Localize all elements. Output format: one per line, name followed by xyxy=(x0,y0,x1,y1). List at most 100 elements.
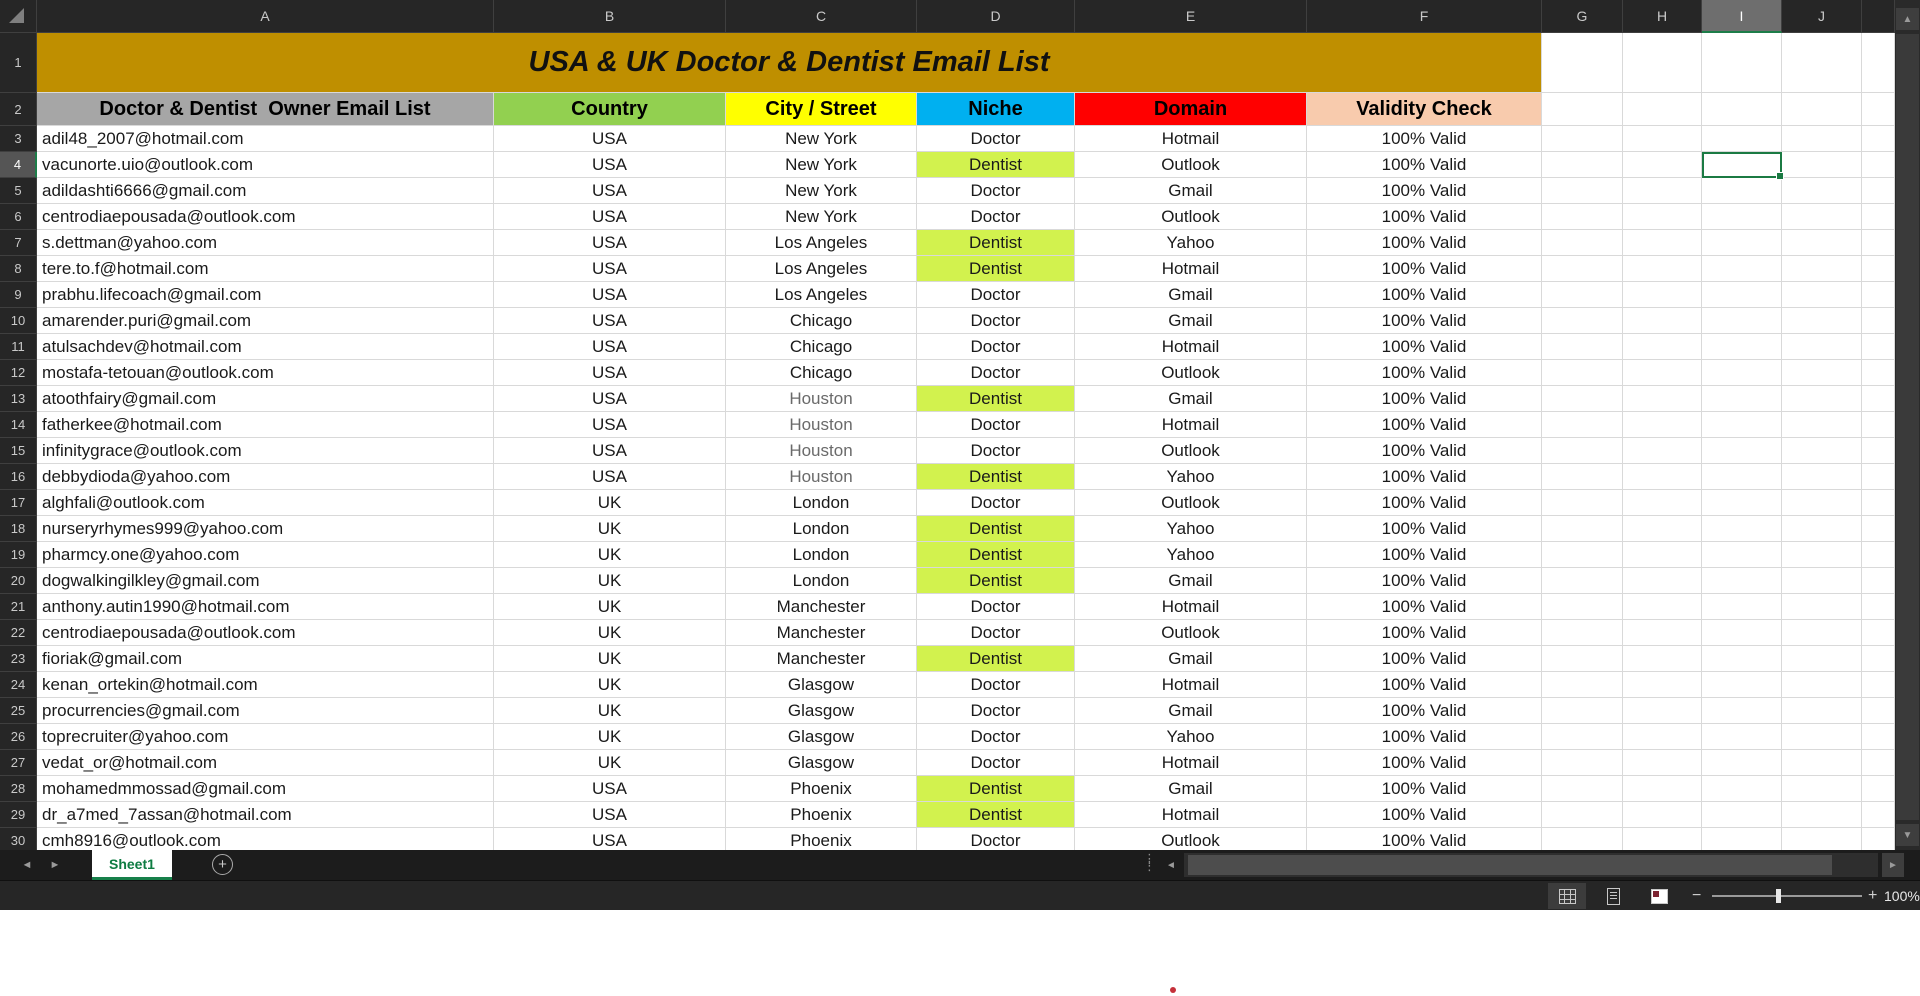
row-header-6[interactable]: 6 xyxy=(0,204,37,230)
validity-cell[interactable]: 100% Valid xyxy=(1307,230,1542,256)
row15-empty-cell[interactable] xyxy=(1542,438,1623,464)
validity-cell[interactable]: 100% Valid xyxy=(1307,256,1542,282)
domain-cell[interactable]: Outlook xyxy=(1075,152,1307,178)
scroll-right-icon[interactable]: ► xyxy=(1882,853,1904,877)
city-cell[interactable]: Houston xyxy=(726,438,917,464)
row19-empty-cell[interactable] xyxy=(1623,542,1702,568)
country-cell[interactable]: UK xyxy=(494,542,726,568)
domain-cell[interactable]: Gmail xyxy=(1075,178,1307,204)
country-cell[interactable]: UK xyxy=(494,698,726,724)
country-cell[interactable]: UK xyxy=(494,672,726,698)
row10-empty-cell[interactable] xyxy=(1623,308,1702,334)
row1-empty-cell[interactable] xyxy=(1623,33,1702,93)
row29-empty-cell[interactable] xyxy=(1782,802,1862,828)
row14-empty-cell[interactable] xyxy=(1623,412,1702,438)
row6-empty-cell[interactable] xyxy=(1862,204,1895,230)
column-header-i[interactable]: I xyxy=(1702,0,1782,33)
validity-cell[interactable]: 100% Valid xyxy=(1307,308,1542,334)
row17-empty-cell[interactable] xyxy=(1862,490,1895,516)
city-cell[interactable]: Glasgow xyxy=(726,750,917,776)
city-cell[interactable]: Chicago xyxy=(726,308,917,334)
row12-empty-cell[interactable] xyxy=(1623,360,1702,386)
domain-cell[interactable]: Hotmail xyxy=(1075,802,1307,828)
row25-empty-cell[interactable] xyxy=(1623,698,1702,724)
row30-empty-cell[interactable] xyxy=(1862,828,1895,850)
row21-empty-cell[interactable] xyxy=(1623,594,1702,620)
row5-empty-cell[interactable] xyxy=(1623,178,1702,204)
row3-empty-cell[interactable] xyxy=(1623,126,1702,152)
row24-empty-cell[interactable] xyxy=(1623,672,1702,698)
row5-empty-cell[interactable] xyxy=(1542,178,1623,204)
row19-empty-cell[interactable] xyxy=(1862,542,1895,568)
row1-empty-cell[interactable] xyxy=(1542,33,1623,93)
select-all-corner[interactable] xyxy=(0,0,37,33)
row-header-17[interactable]: 17 xyxy=(0,490,37,516)
column-header-d[interactable]: D xyxy=(917,0,1075,33)
row23-empty-cell[interactable] xyxy=(1862,646,1895,672)
row16-empty-cell[interactable] xyxy=(1702,464,1782,490)
validity-cell[interactable]: 100% Valid xyxy=(1307,490,1542,516)
row7-empty-cell[interactable] xyxy=(1782,230,1862,256)
city-cell[interactable]: Houston xyxy=(726,464,917,490)
row-header-5[interactable]: 5 xyxy=(0,178,37,204)
row-header-8[interactable]: 8 xyxy=(0,256,37,282)
header-cell-3[interactable]: City / Street xyxy=(726,93,917,126)
row2-empty-cell[interactable] xyxy=(1862,93,1895,126)
email-cell[interactable]: kenan_ortekin@hotmail.com xyxy=(37,672,494,698)
row9-empty-cell[interactable] xyxy=(1702,282,1782,308)
row3-empty-cell[interactable] xyxy=(1862,126,1895,152)
city-cell[interactable]: Chicago xyxy=(726,360,917,386)
email-cell[interactable]: anthony.autin1990@hotmail.com xyxy=(37,594,494,620)
niche-cell[interactable]: Doctor xyxy=(917,412,1075,438)
row6-empty-cell[interactable] xyxy=(1782,204,1862,230)
niche-cell[interactable]: Dentist xyxy=(917,542,1075,568)
row-header-11[interactable]: 11 xyxy=(0,334,37,360)
validity-cell[interactable]: 100% Valid xyxy=(1307,672,1542,698)
city-cell[interactable]: Manchester xyxy=(726,646,917,672)
email-cell[interactable]: vacunorte.uio@outlook.com xyxy=(37,152,494,178)
city-cell[interactable]: Houston xyxy=(726,386,917,412)
niche-cell[interactable]: Doctor xyxy=(917,490,1075,516)
row18-empty-cell[interactable] xyxy=(1862,516,1895,542)
row10-empty-cell[interactable] xyxy=(1862,308,1895,334)
sheet-title-cell[interactable]: USA & UK Doctor & Dentist Email List xyxy=(37,33,1542,93)
country-cell[interactable]: USA xyxy=(494,412,726,438)
column-header-g[interactable]: G xyxy=(1542,0,1623,33)
niche-cell[interactable]: Doctor xyxy=(917,698,1075,724)
zoom-level-label[interactable]: 100% xyxy=(1884,888,1920,904)
domain-cell[interactable]: Outlook xyxy=(1075,438,1307,464)
row14-empty-cell[interactable] xyxy=(1702,412,1782,438)
row24-empty-cell[interactable] xyxy=(1702,672,1782,698)
niche-cell[interactable]: Doctor xyxy=(917,750,1075,776)
row23-empty-cell[interactable] xyxy=(1782,646,1862,672)
validity-cell[interactable]: 100% Valid xyxy=(1307,334,1542,360)
email-cell[interactable]: mostafa-tetouan@outlook.com xyxy=(37,360,494,386)
row20-empty-cell[interactable] xyxy=(1623,568,1702,594)
row27-empty-cell[interactable] xyxy=(1862,750,1895,776)
row9-empty-cell[interactable] xyxy=(1782,282,1862,308)
row26-empty-cell[interactable] xyxy=(1782,724,1862,750)
domain-cell[interactable]: Hotmail xyxy=(1075,412,1307,438)
country-cell[interactable]: USA xyxy=(494,204,726,230)
city-cell[interactable]: Glasgow xyxy=(726,672,917,698)
niche-cell[interactable]: Dentist xyxy=(917,386,1075,412)
email-cell[interactable]: cmh8916@outlook.com xyxy=(37,828,494,850)
row7-empty-cell[interactable] xyxy=(1542,230,1623,256)
email-cell[interactable]: debbydioda@yahoo.com xyxy=(37,464,494,490)
domain-cell[interactable]: Hotmail xyxy=(1075,750,1307,776)
row25-empty-cell[interactable] xyxy=(1862,698,1895,724)
zoom-slider-track[interactable] xyxy=(1712,895,1862,897)
row9-empty-cell[interactable] xyxy=(1623,282,1702,308)
city-cell[interactable]: New York xyxy=(726,152,917,178)
row15-empty-cell[interactable] xyxy=(1702,438,1782,464)
row25-empty-cell[interactable] xyxy=(1782,698,1862,724)
city-cell[interactable]: Los Angeles xyxy=(726,230,917,256)
niche-cell[interactable]: Dentist xyxy=(917,152,1075,178)
vertical-scrollbar-thumb[interactable] xyxy=(1896,34,1919,820)
row30-empty-cell[interactable] xyxy=(1623,828,1702,850)
row28-empty-cell[interactable] xyxy=(1623,776,1702,802)
city-cell[interactable]: London xyxy=(726,490,917,516)
domain-cell[interactable]: Hotmail xyxy=(1075,334,1307,360)
country-cell[interactable]: USA xyxy=(494,776,726,802)
row27-empty-cell[interactable] xyxy=(1782,750,1862,776)
